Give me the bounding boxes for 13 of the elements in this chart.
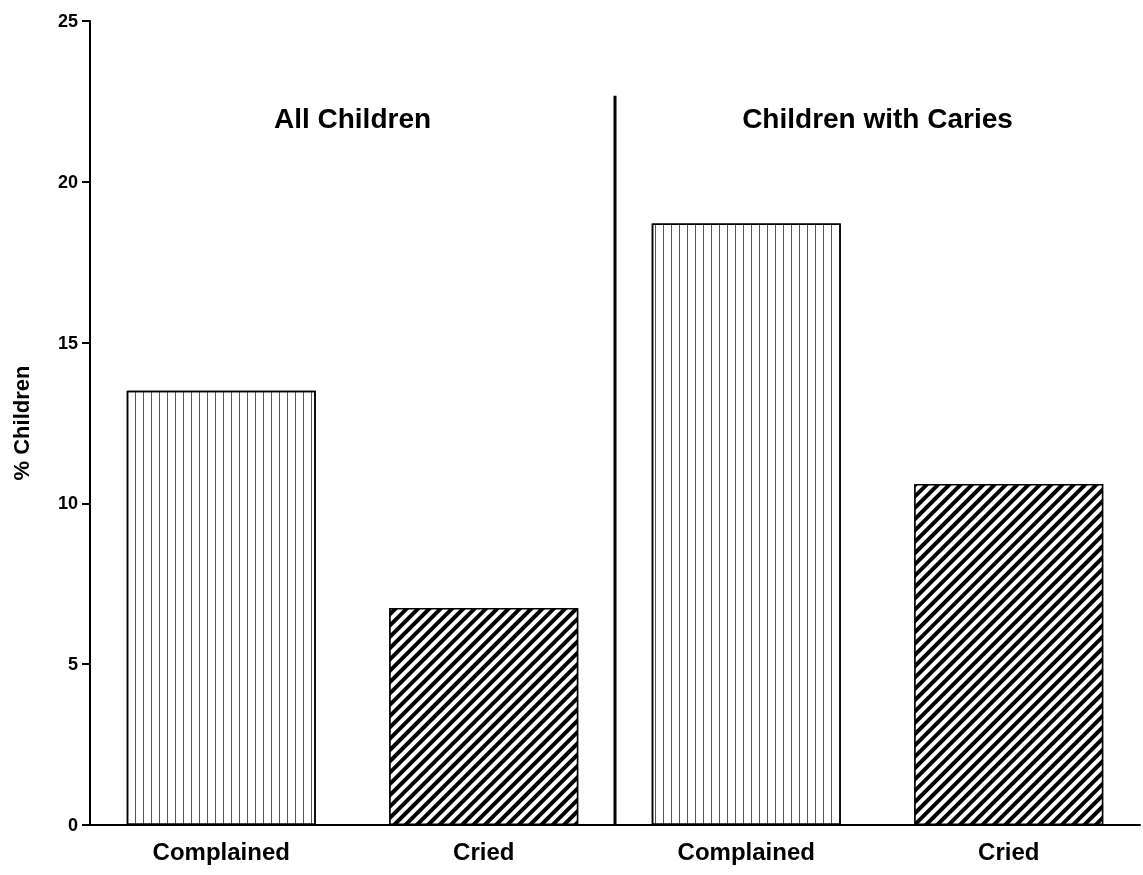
y-tick-label: 25	[57, 11, 78, 31]
x-tick-label: Complained	[677, 837, 815, 865]
x-tick-label: Cried	[978, 837, 1040, 865]
y-tick-label: 0	[67, 815, 78, 835]
y-tick-label: 15	[57, 332, 78, 353]
annotation: All Children	[273, 102, 432, 134]
x-tick-label: Cried	[453, 837, 515, 865]
annotation: Children with Caries	[742, 102, 1013, 134]
y-tick-label: 5	[67, 654, 78, 675]
x-tick-label: Complained	[152, 837, 290, 865]
y-tick-label: 10	[57, 493, 78, 514]
y-axis-title: % Children	[8, 365, 34, 481]
y-tick-label: 20	[57, 171, 78, 192]
